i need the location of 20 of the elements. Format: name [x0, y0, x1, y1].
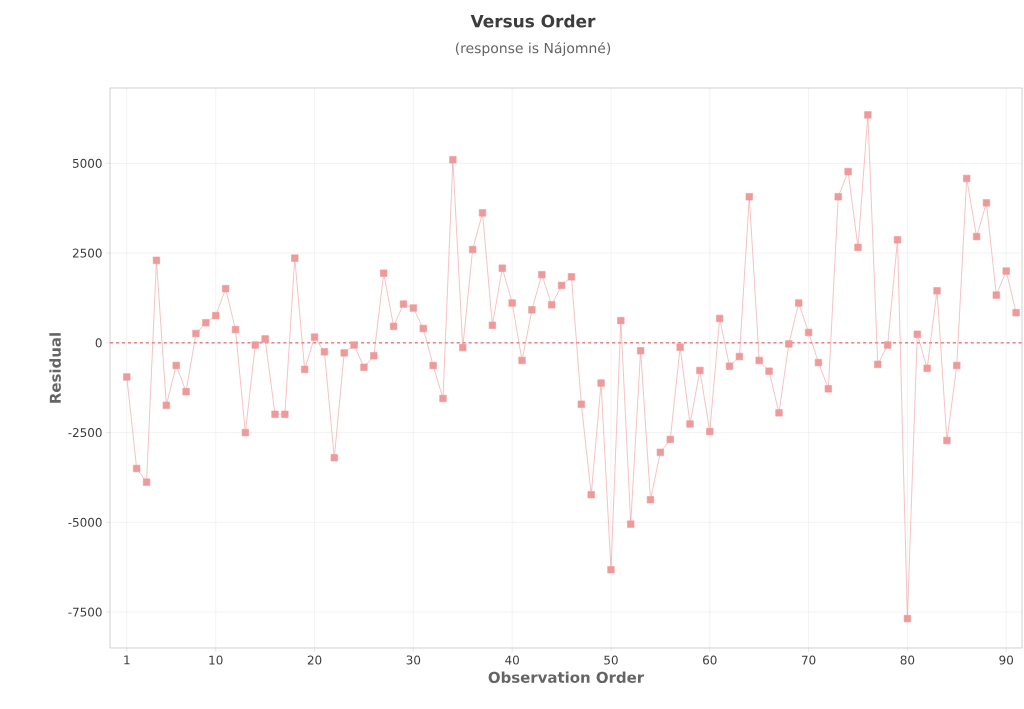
- chart-title: Versus Order: [470, 14, 596, 28]
- x-tick-label: 80: [900, 655, 915, 665]
- y-tick-label: 0: [95, 338, 102, 348]
- y-axis-title: Residual: [49, 333, 61, 403]
- x-tick-label: 50: [604, 655, 618, 665]
- chart-subtitle: (response is Nájomné): [455, 41, 611, 57]
- y-tick-label: -5000: [68, 517, 102, 527]
- y-tick-label: -2500: [68, 428, 102, 438]
- x-tick-label: 1: [124, 655, 130, 665]
- y-tick-label: -7500: [68, 607, 102, 617]
- x-tick-label: 90: [999, 655, 1014, 665]
- x-tick-label: 40: [505, 655, 519, 665]
- x-tick-label: 60: [703, 655, 717, 665]
- x-axis-title: Observation Order: [488, 671, 645, 683]
- x-tick-label: 10: [209, 655, 223, 665]
- x-tick-label: 20: [307, 655, 322, 665]
- y-tick-label: 2500: [72, 248, 102, 258]
- x-tick-label: 30: [406, 655, 421, 665]
- x-tick-label: 70: [801, 655, 816, 665]
- y-tick-label: 5000: [72, 158, 102, 168]
